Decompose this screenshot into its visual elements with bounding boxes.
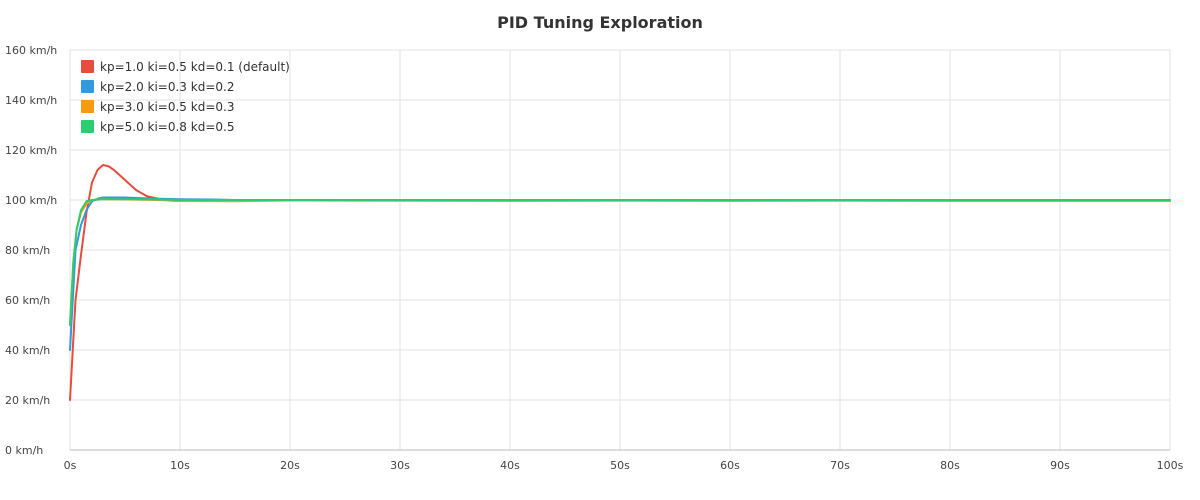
y-tick-label: 40 km/h — [5, 344, 50, 357]
y-tick-label: 120 km/h — [5, 144, 57, 157]
y-tick-label: 20 km/h — [5, 394, 50, 407]
y-tick-label: 160 km/h — [5, 44, 57, 57]
x-tick-label: 30s — [390, 459, 410, 472]
legend-swatch — [81, 120, 94, 133]
y-tick-label: 60 km/h — [5, 294, 50, 307]
y-tick-label: 0 km/h — [5, 444, 43, 457]
legend-label: kp=1.0 ki=0.5 kd=0.1 (default) — [100, 60, 290, 74]
legend-item[interactable]: kp=3.0 ki=0.5 kd=0.3 — [81, 100, 234, 114]
x-tick-label: 100s — [1157, 459, 1184, 472]
legend-swatch — [81, 100, 94, 113]
legend-item[interactable]: kp=2.0 ki=0.3 kd=0.2 — [81, 80, 234, 94]
axes: 0 km/h 20 km/h 40 km/h 60 km/h 80 km/h 100 km… — [5, 44, 1184, 472]
legend-swatch — [81, 80, 94, 93]
legend-label: kp=5.0 ki=0.8 kd=0.5 — [100, 120, 234, 134]
chart-title: PID Tuning Exploration — [497, 13, 703, 32]
legend-label: kp=3.0 ki=0.5 kd=0.3 — [100, 100, 234, 114]
x-tick-label: 10s — [170, 459, 190, 472]
y-tick-label: 140 km/h — [5, 94, 57, 107]
grid — [69, 49, 1171, 451]
x-tick-label: 20s — [280, 459, 300, 472]
x-tick-label: 60s — [720, 459, 740, 472]
x-tick-label: 80s — [940, 459, 960, 472]
legend-label: kp=2.0 ki=0.3 kd=0.2 — [100, 80, 234, 94]
plot-area — [69, 164, 1171, 401]
x-tick-label: 0s — [64, 459, 77, 472]
x-tick-label: 40s — [500, 459, 520, 472]
y-tick-label: 80 km/h — [5, 244, 50, 257]
x-tick-label: 70s — [830, 459, 850, 472]
legend-item[interactable]: kp=1.0 ki=0.5 kd=0.1 (default) — [81, 60, 290, 74]
y-tick-label: 100 km/h — [5, 194, 57, 207]
x-tick-label: 90s — [1050, 459, 1070, 472]
series-line-4 — [69, 198, 1171, 326]
legend: kp=1.0 ki=0.5 kd=0.1 (default) kp=2.0 ki=… — [81, 60, 290, 134]
x-tick-label: 50s — [610, 459, 630, 472]
legend-swatch — [81, 60, 94, 73]
legend-item[interactable]: kp=5.0 ki=0.8 kd=0.5 — [81, 120, 234, 134]
